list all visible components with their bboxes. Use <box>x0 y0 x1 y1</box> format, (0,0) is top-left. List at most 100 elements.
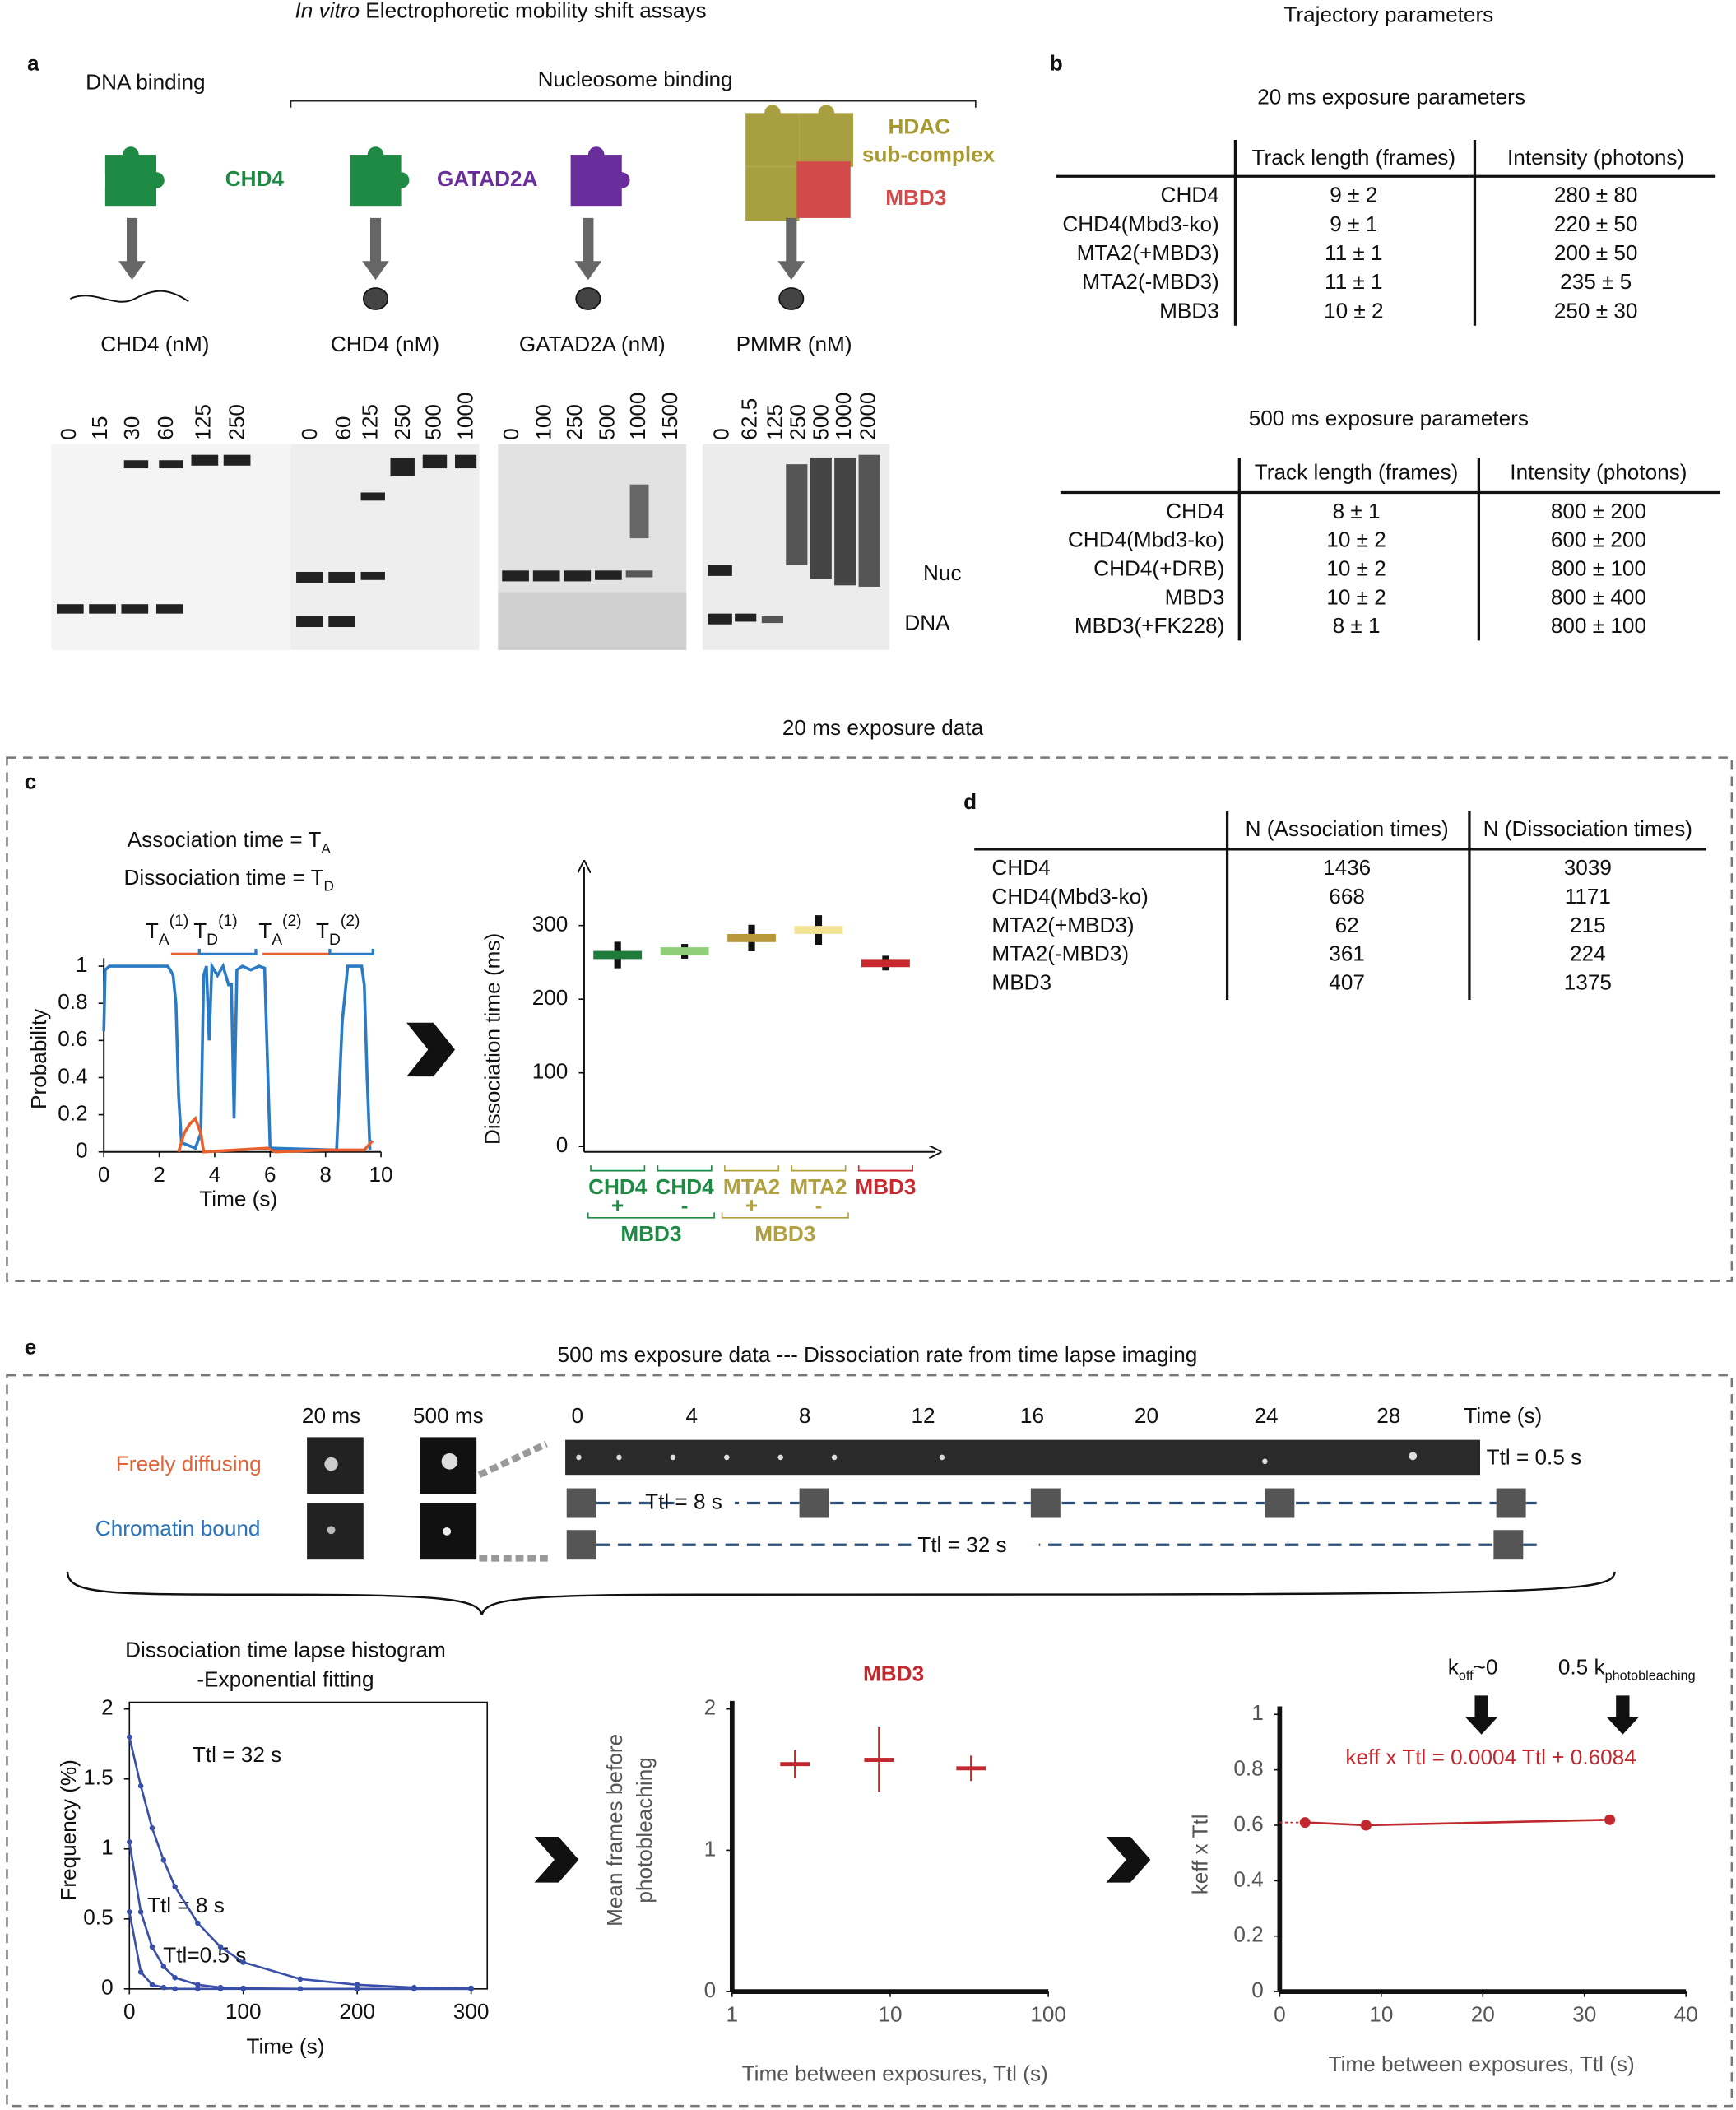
lane-label: 125 <box>763 404 787 440</box>
annotation: Dissociation time = TD <box>124 865 334 894</box>
y-tick-label: 0 <box>101 1975 114 2000</box>
y-tick-label: 2 <box>101 1695 114 1720</box>
annotation-after: ~0 <box>1474 1655 1498 1680</box>
shape <box>148 172 165 188</box>
x-tick-label: 0 <box>1274 2001 1286 2026</box>
annotation: TA(1) <box>146 913 188 949</box>
group-sign: - <box>681 1193 689 1218</box>
shape <box>328 948 374 955</box>
gels <box>51 444 890 650</box>
time-label: 4 <box>686 1403 699 1428</box>
column-header: N (Association times) <box>1246 816 1449 841</box>
shape <box>1265 1488 1295 1518</box>
subscript: A <box>272 932 282 949</box>
data-point <box>195 1986 201 1992</box>
ttl-label: Ttl = 8 s <box>645 1489 722 1513</box>
section-title: 20 ms exposure data <box>782 715 984 740</box>
y-tick-label: 0 <box>1251 1978 1264 2002</box>
y-tick-label: 0.8 <box>58 989 87 1014</box>
lane-label: 500 <box>594 404 619 440</box>
data-point <box>354 1986 360 1992</box>
ttl-label: Ttl = 32 s <box>917 1532 1006 1557</box>
shape <box>576 1454 582 1461</box>
shape <box>290 444 480 650</box>
x-tick-label: 10 <box>878 2001 902 2026</box>
y-tick-label: 0.6 <box>1233 1811 1263 1836</box>
data-point <box>297 1976 304 1982</box>
table-cell: CHD4 <box>1166 499 1224 523</box>
x-tick-label: 10 <box>1369 2001 1393 2026</box>
shape <box>724 1454 730 1461</box>
table-cell: 235 ± 5 <box>1560 269 1632 294</box>
group-label: MBD3 <box>620 1221 681 1246</box>
exposure-label: 20 ms <box>302 1403 360 1428</box>
marker <box>956 1766 986 1771</box>
marker <box>593 950 643 960</box>
shape <box>818 105 835 122</box>
shape <box>745 113 800 167</box>
y-axis-label: photobleaching <box>632 1757 657 1903</box>
timing-brackets <box>170 948 374 955</box>
y-tick-label: 0 <box>76 1138 88 1163</box>
data-point <box>217 1986 224 1992</box>
lane-label: 0 <box>56 428 81 440</box>
data-point <box>354 1982 360 1988</box>
column-header: N (Dissociation times) <box>1483 816 1692 841</box>
shape <box>858 454 880 587</box>
shape <box>616 1454 622 1461</box>
shape <box>328 571 355 583</box>
table-cell: MTA2(+MBD3) <box>991 913 1134 937</box>
shape <box>422 454 448 469</box>
shape <box>1409 1452 1418 1461</box>
panel-letter: c <box>25 769 37 794</box>
lane-label: 15 <box>87 416 112 440</box>
table-cell: MBD3 <box>991 970 1051 995</box>
shape <box>565 1439 1481 1476</box>
x-tick-label: 300 <box>453 1999 490 2024</box>
shape <box>159 460 183 469</box>
group-sign: + <box>611 1193 624 1218</box>
y-tick-label: 1 <box>1251 1700 1264 1725</box>
shape <box>362 287 389 310</box>
annotation-text: 0.5 k <box>1558 1655 1606 1680</box>
data-point <box>1299 1817 1311 1829</box>
table-cell: CHD4(Mbd3-ko) <box>1068 528 1224 552</box>
shape <box>118 217 146 281</box>
y-tick-label: 0.8 <box>1233 1756 1263 1781</box>
table-cell: 11 ± 1 <box>1325 269 1383 294</box>
protein-label: sub-complex <box>862 142 996 167</box>
shape <box>123 460 149 469</box>
table-cell: 224 <box>1570 941 1606 966</box>
shape <box>566 1488 596 1518</box>
shape <box>1262 1458 1268 1465</box>
series-line <box>177 1115 374 1154</box>
y-tick-label: 100 <box>532 1059 569 1084</box>
shape <box>735 613 757 622</box>
shape <box>324 1457 338 1471</box>
annotation-arrows <box>1465 1695 1639 1735</box>
superscript: (2) <box>282 913 302 930</box>
shape <box>56 454 880 628</box>
table-cell: 3039 <box>1564 855 1612 880</box>
y-tick-label: 0.5 <box>83 1905 113 1930</box>
column-header: Track length (frames) <box>1255 459 1459 484</box>
marker <box>660 947 709 955</box>
annotation-text: Dissociation time = T <box>124 865 324 890</box>
annotation-text: T <box>193 918 207 943</box>
lane-label: 250 <box>786 404 810 440</box>
shape <box>121 604 149 614</box>
shape <box>1493 1530 1524 1560</box>
shape <box>1465 1695 1498 1735</box>
table-cell: 11 ± 1 <box>1325 240 1383 265</box>
y-axis-label: Frequency (%) <box>56 1759 81 1901</box>
lane-label: 0 <box>297 428 322 440</box>
table-cell: CHD4(Mbd3-ko) <box>991 884 1148 909</box>
lane-label: 0 <box>499 428 523 440</box>
superscript: (2) <box>341 913 360 930</box>
shape <box>708 613 732 625</box>
group-sign: - <box>815 1193 823 1218</box>
shape <box>392 172 410 188</box>
lane-label: 500 <box>808 404 833 440</box>
marker <box>727 933 776 942</box>
